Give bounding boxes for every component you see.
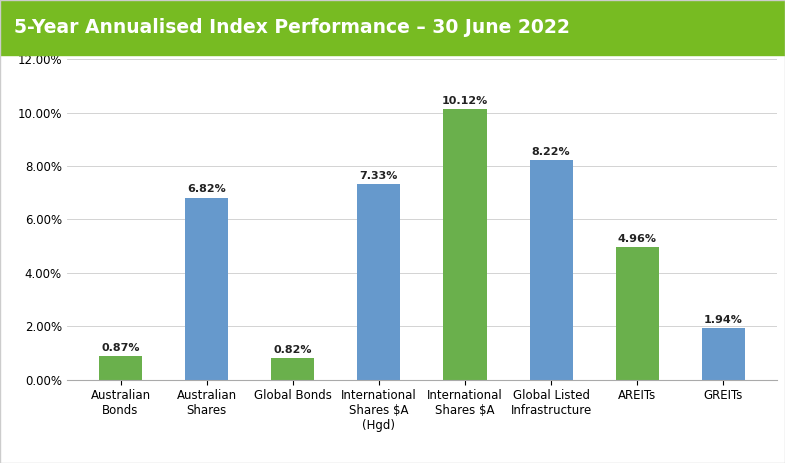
- Text: 0.87%: 0.87%: [101, 343, 140, 353]
- Text: 1.94%: 1.94%: [704, 315, 743, 325]
- Bar: [530, 160, 572, 380]
- Bar: [615, 247, 659, 380]
- Bar: [444, 109, 487, 380]
- Text: 7.33%: 7.33%: [360, 171, 398, 181]
- Text: 0.82%: 0.82%: [273, 344, 312, 355]
- Text: 8.22%: 8.22%: [531, 147, 571, 157]
- Text: 10.12%: 10.12%: [442, 96, 488, 106]
- Bar: [99, 357, 142, 380]
- Text: 6.82%: 6.82%: [188, 184, 226, 194]
- Bar: [272, 358, 314, 380]
- Bar: [702, 328, 745, 380]
- Text: 5-Year Annualised Index Performance – 30 June 2022: 5-Year Annualised Index Performance – 30…: [14, 18, 570, 37]
- Bar: [357, 184, 400, 380]
- Text: 4.96%: 4.96%: [618, 234, 657, 244]
- Bar: [185, 198, 228, 380]
